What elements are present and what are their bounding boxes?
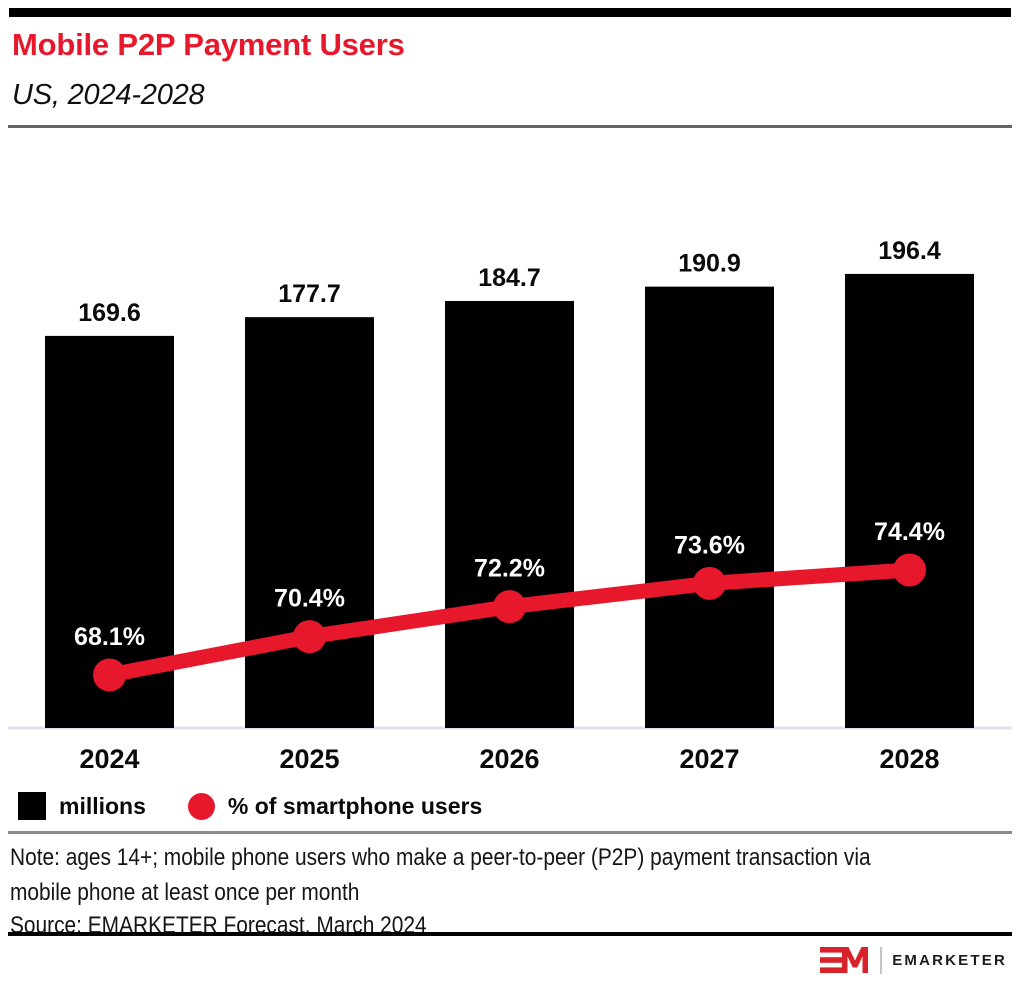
bar-value-label-2027: 190.9	[678, 250, 741, 278]
bar-2025	[245, 317, 374, 728]
branding: EMARKETER	[820, 945, 1007, 975]
note-line-2: mobile phone at least once per month	[10, 879, 360, 906]
source-line: Source: EMARKETER Forecast, March 2024	[10, 912, 427, 939]
legend-label-percent: % of smartphone users	[227, 792, 483, 819]
bar-2027	[645, 286, 774, 728]
trend-marker-2026	[493, 590, 526, 624]
percent-label-2027: 73.6%	[674, 531, 745, 559]
chart-subtitle: US, 2024-2028	[12, 79, 205, 111]
percent-label-2028: 74.4%	[874, 518, 945, 546]
footer-divider	[8, 932, 1012, 936]
trend-marker-2028	[893, 553, 926, 587]
logo-wordmark: EMARKETER	[892, 951, 1007, 969]
note-line-1: Note: ages 14+; mobile phone users who m…	[10, 844, 871, 871]
chart-title: Mobile P2P Payment Users	[12, 27, 405, 62]
x-axis-label-2027: 2027	[679, 744, 739, 774]
footnote: Note: ages 14+; mobile phone users who m…	[10, 840, 999, 941]
trend-marker-2025	[293, 620, 326, 654]
bar-value-label-2026: 184.7	[478, 264, 541, 292]
x-axis-label-2026: 2026	[479, 744, 539, 774]
trend-marker-2024	[93, 658, 126, 692]
legend-divider	[8, 831, 1012, 834]
logo-separator	[880, 946, 883, 974]
bar-value-label-2025: 177.7	[278, 280, 341, 308]
x-axis-label-2028: 2028	[879, 744, 939, 774]
percent-label-2025: 70.4%	[274, 585, 345, 613]
bar-value-label-2024: 169.6	[78, 299, 141, 327]
bar-2028	[845, 273, 974, 728]
emarketer-logo-icon	[820, 947, 869, 973]
chart-svg: 169.6 2024 177.7 2025 184.7 2026 190.9 2027 196.…	[8, 237, 1012, 774]
x-axis-label-2025: 2025	[279, 744, 339, 774]
header-divider	[8, 125, 1012, 128]
legend-item-percent: % of smartphone users	[187, 792, 483, 820]
bar-2026	[445, 300, 574, 728]
percent-label-2024: 68.1%	[74, 623, 145, 651]
bar-value-label-2028: 196.4	[878, 237, 941, 265]
legend: millions % of smartphone users	[18, 792, 482, 820]
x-axis-label-2024: 2024	[79, 744, 139, 774]
trend-marker-2027	[693, 566, 726, 600]
legend-label-millions: millions	[59, 792, 146, 819]
bar-swatch-icon	[18, 792, 46, 820]
line-swatch-icon	[187, 792, 215, 820]
legend-item-millions: millions	[18, 792, 146, 820]
percent-label-2026: 72.2%	[474, 555, 545, 583]
top-accent-bar	[9, 8, 1011, 17]
